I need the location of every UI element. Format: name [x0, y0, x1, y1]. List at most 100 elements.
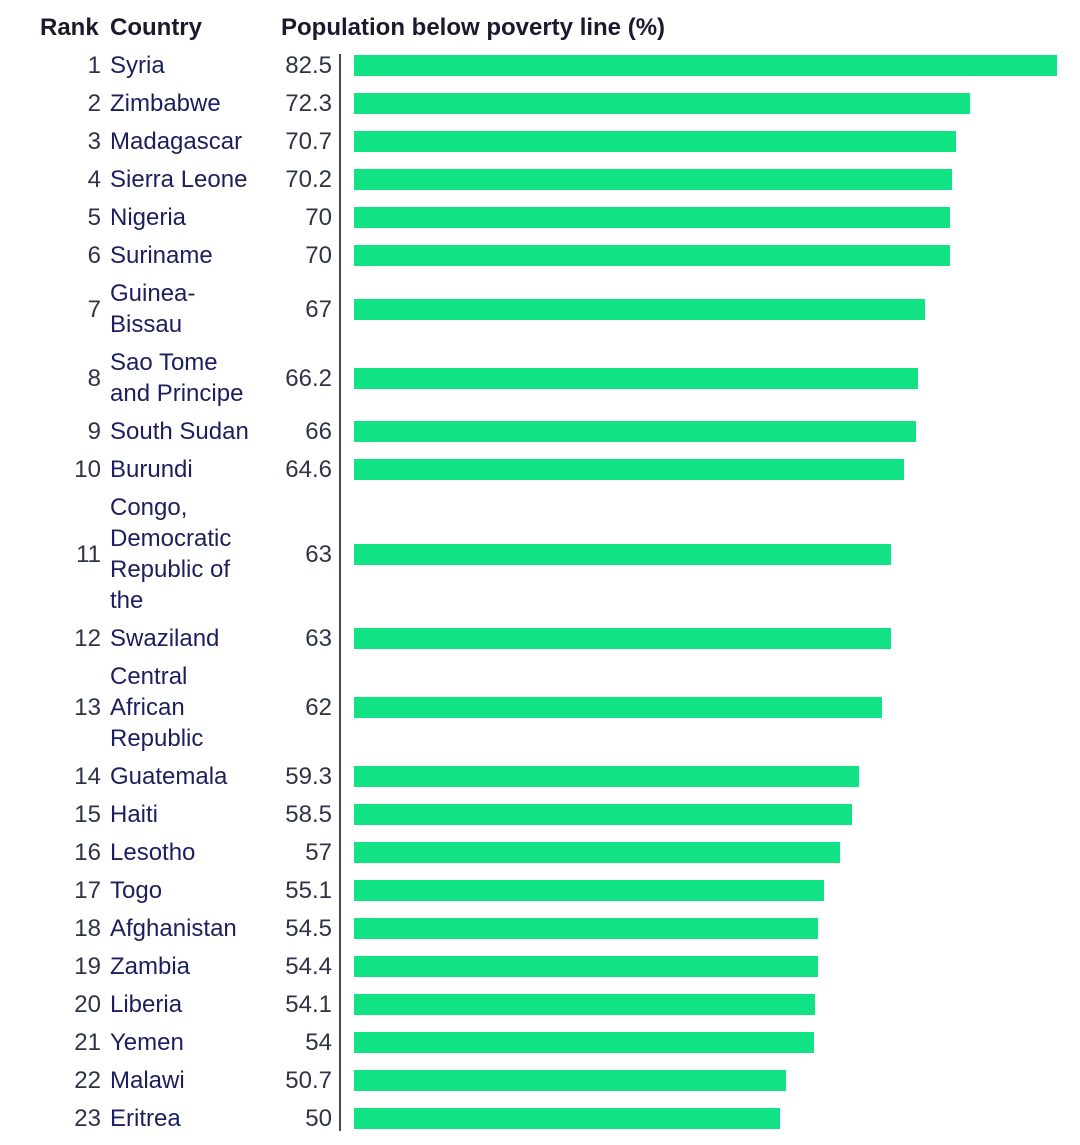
- country-label: Sierra Leone: [110, 166, 248, 193]
- rank-label: 15: [74, 801, 101, 828]
- country-label: Zambia: [110, 953, 191, 980]
- rank-label: 20: [74, 991, 101, 1018]
- rank-label: 1: [87, 52, 101, 79]
- country-label: Guinea-: [110, 280, 196, 307]
- value-label: 58.5: [285, 801, 332, 828]
- value-label: 54.4: [285, 953, 332, 980]
- value-label: 55.1: [285, 877, 332, 904]
- value-label: 62: [305, 694, 332, 721]
- rank-label: 21: [74, 1029, 101, 1056]
- bar: [354, 245, 951, 266]
- bar: [354, 169, 953, 190]
- country-label: African: [110, 694, 185, 721]
- country-label: Lesotho: [110, 839, 196, 866]
- value-label: 50.7: [285, 1067, 332, 1094]
- value-label: 54.1: [285, 991, 332, 1018]
- country-label: Bissau: [110, 311, 183, 338]
- rank-label: 11: [76, 540, 101, 568]
- country-label: Suriname: [110, 242, 213, 269]
- country-label: Syria: [110, 52, 165, 79]
- bar: [354, 880, 824, 901]
- country-label: Zimbabwe: [110, 90, 221, 117]
- bar: [354, 842, 840, 863]
- value-label: 59.3: [285, 763, 332, 790]
- bar: [354, 207, 951, 228]
- rank-label: 17: [74, 877, 101, 904]
- value-label: 63: [305, 625, 332, 652]
- rank-label: 23: [74, 1105, 101, 1132]
- value-label: 64.6: [285, 456, 332, 483]
- value-column-header: Population below poverty line (%): [281, 14, 666, 41]
- value-label: 70.2: [285, 166, 332, 193]
- value-label: 70: [305, 204, 332, 231]
- value-label: 82.5: [285, 52, 332, 79]
- value-label: 72.3: [285, 90, 332, 117]
- value-axis-line: [339, 53, 341, 1131]
- rank-label: 19: [74, 953, 101, 980]
- country-label: Yemen: [110, 1029, 184, 1056]
- country-label: Republic: [110, 725, 204, 752]
- bar: [354, 1070, 787, 1091]
- rank-label: 6: [87, 242, 101, 269]
- bar: [354, 131, 957, 152]
- country-label: Afghanistan: [110, 915, 237, 942]
- rank-label: 2: [87, 90, 101, 117]
- bar: [354, 804, 853, 825]
- bar: [354, 994, 815, 1015]
- rank-label: 8: [87, 364, 101, 392]
- country-label: Democratic: [110, 525, 232, 552]
- country-label: Swaziland: [110, 625, 220, 652]
- value-label: 54: [305, 1029, 332, 1056]
- value-label: 66.2: [285, 364, 332, 392]
- country-label: South Sudan: [110, 418, 249, 445]
- rank-label: 18: [74, 915, 101, 942]
- country-label: Madagascar: [110, 128, 243, 155]
- bar: [354, 697, 883, 718]
- country-label: Republic of: [110, 556, 231, 583]
- value-label: 57: [305, 839, 332, 866]
- bar: [354, 1108, 781, 1129]
- bar: [354, 93, 971, 114]
- country-label: Malawi: [110, 1067, 185, 1094]
- value-label: 66: [305, 418, 332, 445]
- rank-label: 9: [87, 418, 101, 445]
- country-label: Central: [110, 663, 188, 690]
- rank-column-header: Rank: [40, 14, 99, 41]
- rank-label: 22: [74, 1067, 101, 1094]
- bar: [354, 628, 891, 649]
- rank-label: 4: [87, 166, 101, 193]
- bar: [354, 766, 860, 787]
- value-label: 70.7: [285, 128, 332, 155]
- rank-label: 10: [74, 456, 101, 483]
- rank-label: 7: [87, 295, 101, 323]
- rank-label: 5: [87, 204, 101, 231]
- bar: [354, 421, 917, 442]
- country-column-header: Country: [110, 14, 202, 41]
- country-label: and Principe: [110, 380, 244, 407]
- value-label: 63: [305, 540, 332, 568]
- country-label: Sao Tome: [110, 349, 218, 376]
- bar: [354, 298, 925, 320]
- rank-label: 14: [74, 763, 101, 790]
- country-label: Liberia: [110, 991, 183, 1018]
- value-label: 70: [305, 242, 332, 269]
- rank-label: 13: [74, 694, 101, 721]
- country-label: Burundi: [110, 456, 193, 483]
- country-label: the: [110, 587, 144, 614]
- country-label: Eritrea: [110, 1105, 181, 1132]
- bar: [354, 367, 919, 389]
- bar: [354, 918, 819, 939]
- value-label: 50: [305, 1105, 332, 1132]
- value-label: 67: [305, 295, 332, 323]
- rank-label: 12: [74, 625, 101, 652]
- value-label: 54.5: [285, 915, 332, 942]
- bar: [354, 55, 1057, 76]
- country-label: Togo: [110, 877, 163, 904]
- bar: [354, 459, 905, 480]
- bar: [354, 1032, 815, 1053]
- country-label: Guatemala: [110, 763, 228, 790]
- country-label: Nigeria: [110, 204, 187, 231]
- bar: [354, 956, 818, 977]
- rank-label: 3: [87, 128, 101, 155]
